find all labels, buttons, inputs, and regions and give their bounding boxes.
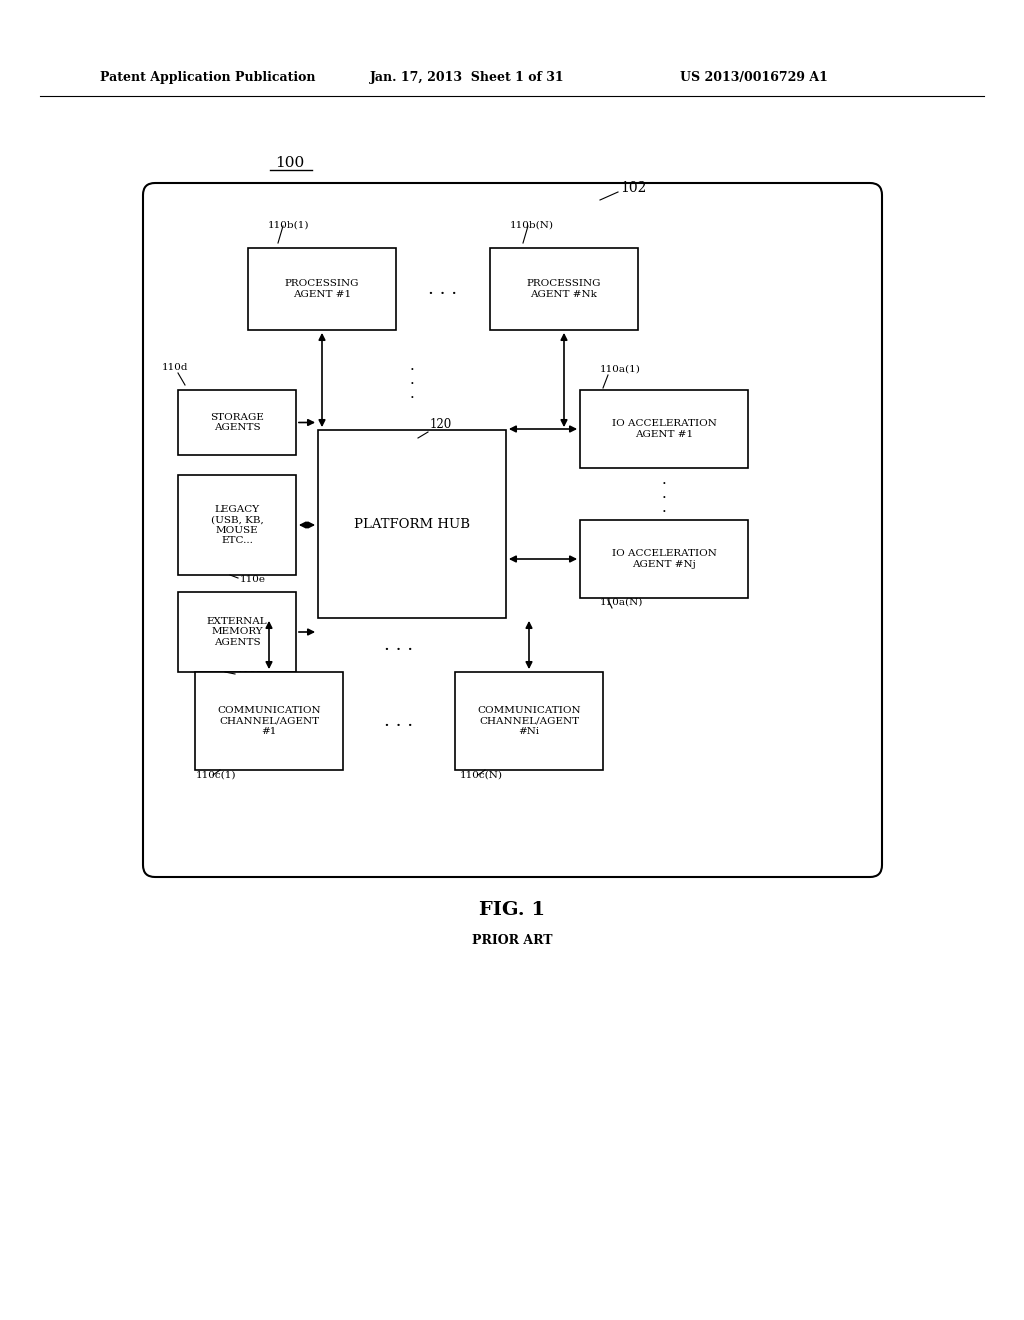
FancyBboxPatch shape: [178, 389, 296, 455]
Text: 110b(1): 110b(1): [268, 220, 309, 230]
FancyBboxPatch shape: [580, 520, 748, 598]
Text: FIG. 1: FIG. 1: [479, 902, 545, 919]
Text: Jan. 17, 2013  Sheet 1 of 31: Jan. 17, 2013 Sheet 1 of 31: [370, 71, 564, 84]
Text: . . .: . . .: [384, 711, 414, 730]
FancyBboxPatch shape: [490, 248, 638, 330]
Text: STORAGE
AGENTS: STORAGE AGENTS: [210, 413, 264, 432]
Text: 110a(N): 110a(N): [600, 598, 643, 607]
Text: .: .: [410, 387, 415, 401]
Text: Patent Application Publication: Patent Application Publication: [100, 71, 315, 84]
Text: .: .: [410, 374, 415, 387]
Text: PROCESSING
AGENT #Nk: PROCESSING AGENT #Nk: [526, 280, 601, 298]
Text: COMMUNICATION
CHANNEL/AGENT
#Ni: COMMUNICATION CHANNEL/AGENT #Ni: [477, 706, 581, 737]
Text: .: .: [410, 359, 415, 374]
Text: .: .: [662, 473, 667, 487]
FancyBboxPatch shape: [178, 475, 296, 576]
FancyBboxPatch shape: [455, 672, 603, 770]
Text: 110c(1): 110c(1): [196, 771, 237, 780]
Text: 120: 120: [430, 418, 453, 432]
FancyBboxPatch shape: [248, 248, 396, 330]
FancyBboxPatch shape: [143, 183, 882, 876]
Text: EXTERNAL
MEMORY
AGENTS: EXTERNAL MEMORY AGENTS: [207, 618, 267, 647]
Text: PRIOR ART: PRIOR ART: [472, 933, 552, 946]
FancyBboxPatch shape: [178, 591, 296, 672]
FancyBboxPatch shape: [318, 430, 506, 618]
Text: COMMUNICATION
CHANNEL/AGENT
#1: COMMUNICATION CHANNEL/AGENT #1: [217, 706, 321, 737]
Text: IO ACCELERATION
AGENT #1: IO ACCELERATION AGENT #1: [611, 420, 717, 438]
Text: 102: 102: [620, 181, 646, 195]
Text: . . .: . . .: [384, 636, 414, 653]
Text: US 2013/0016729 A1: US 2013/0016729 A1: [680, 71, 827, 84]
Text: 110e: 110e: [240, 576, 266, 583]
Text: 110c(N): 110c(N): [460, 771, 503, 780]
Text: IO ACCELERATION
AGENT #Nj: IO ACCELERATION AGENT #Nj: [611, 549, 717, 569]
Text: .: .: [662, 487, 667, 502]
Text: .: .: [662, 502, 667, 515]
Text: 110f: 110f: [237, 671, 261, 680]
Text: 110a(1): 110a(1): [600, 366, 641, 374]
Text: 110d: 110d: [162, 363, 188, 372]
Text: 110b(N): 110b(N): [510, 220, 554, 230]
FancyBboxPatch shape: [580, 389, 748, 469]
Text: PLATFORM HUB: PLATFORM HUB: [354, 517, 470, 531]
Text: LEGACY
(USB, KB,
MOUSE
ETC...: LEGACY (USB, KB, MOUSE ETC...: [211, 504, 263, 545]
Text: 100: 100: [275, 156, 304, 170]
FancyBboxPatch shape: [195, 672, 343, 770]
Text: PROCESSING
AGENT #1: PROCESSING AGENT #1: [285, 280, 359, 298]
Text: . . .: . . .: [428, 280, 458, 298]
